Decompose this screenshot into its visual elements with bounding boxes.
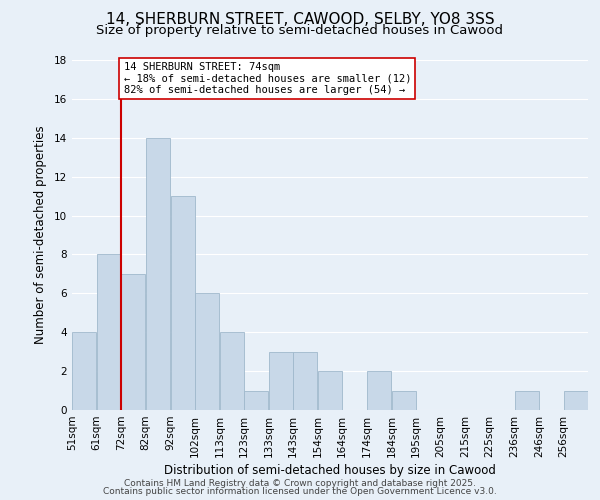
Bar: [72, 332, 97, 410]
Text: Contains HM Land Registry data © Crown copyright and database right 2025.: Contains HM Land Registry data © Crown c…: [124, 478, 476, 488]
X-axis label: Distribution of semi-detached houses by size in Cawood: Distribution of semi-detached houses by …: [164, 464, 496, 477]
Bar: [195, 294, 219, 410]
Bar: [121, 274, 145, 410]
Text: Contains public sector information licensed under the Open Government Licence v3: Contains public sector information licen…: [103, 487, 497, 496]
Bar: [146, 138, 170, 410]
Bar: [563, 390, 588, 410]
Bar: [318, 371, 342, 410]
Bar: [170, 196, 194, 410]
Y-axis label: Number of semi-detached properties: Number of semi-detached properties: [34, 126, 47, 344]
Bar: [367, 371, 391, 410]
Text: Size of property relative to semi-detached houses in Cawood: Size of property relative to semi-detach…: [97, 24, 503, 37]
Bar: [515, 390, 539, 410]
Text: 14 SHERBURN STREET: 74sqm
← 18% of semi-detached houses are smaller (12)
82% of : 14 SHERBURN STREET: 74sqm ← 18% of semi-…: [124, 62, 411, 95]
Text: 14, SHERBURN STREET, CAWOOD, SELBY, YO8 3SS: 14, SHERBURN STREET, CAWOOD, SELBY, YO8 …: [106, 12, 494, 28]
Bar: [392, 390, 416, 410]
Bar: [97, 254, 121, 410]
Bar: [293, 352, 317, 410]
Bar: [244, 390, 268, 410]
Bar: [269, 352, 293, 410]
Bar: [220, 332, 244, 410]
